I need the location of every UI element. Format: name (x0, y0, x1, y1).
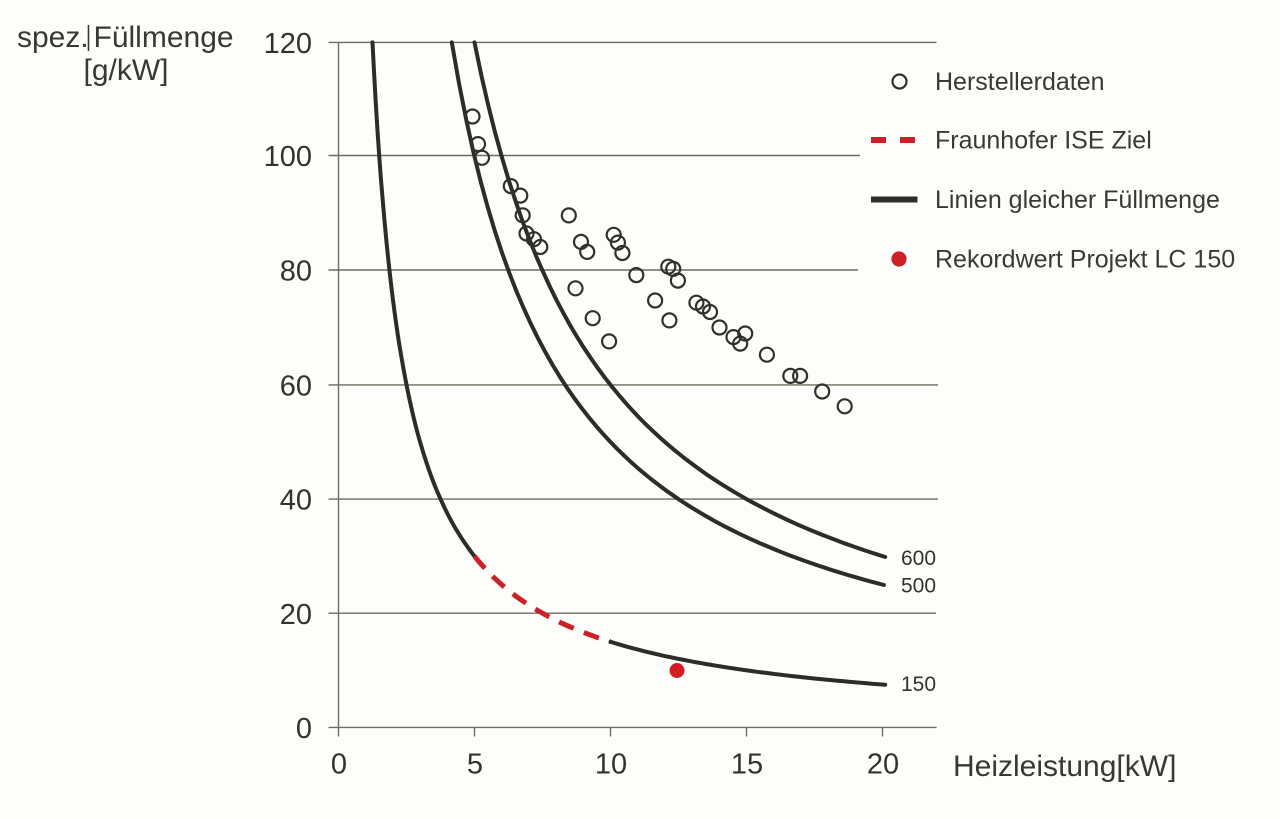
svg-text:spez.: spez. (17, 21, 89, 54)
svg-text:500: 500 (901, 574, 936, 597)
svg-text:40: 40 (280, 485, 312, 517)
svg-text:Rekordwert Projekt LC 150: Rekordwert Projekt LC 150 (935, 246, 1235, 274)
svg-text:150: 150 (901, 673, 936, 696)
svg-text:100: 100 (264, 141, 312, 173)
svg-text:Linien gleicher Füllmenge: Linien gleicher Füllmenge (935, 186, 1220, 214)
svg-text:600: 600 (901, 547, 936, 570)
svg-text:20: 20 (867, 749, 899, 781)
svg-text:Herstellerdaten: Herstellerdaten (935, 68, 1105, 96)
svg-text:[g/kW]: [g/kW] (83, 54, 168, 87)
svg-text:Füllmenge: Füllmenge (94, 21, 234, 54)
svg-text:15: 15 (731, 749, 763, 781)
svg-text:5: 5 (467, 749, 483, 781)
svg-text:10: 10 (595, 749, 627, 781)
svg-text:80: 80 (280, 256, 312, 288)
svg-text:60: 60 (280, 371, 312, 403)
svg-text:20: 20 (280, 599, 312, 631)
svg-text:120: 120 (264, 28, 312, 60)
svg-text:0: 0 (296, 713, 312, 745)
svg-text:0: 0 (331, 749, 347, 781)
svg-text:Fraunhofer ISE Ziel: Fraunhofer ISE Ziel (935, 127, 1152, 155)
svg-text:Heizleistung[kW]: Heizleistung[kW] (953, 750, 1176, 783)
